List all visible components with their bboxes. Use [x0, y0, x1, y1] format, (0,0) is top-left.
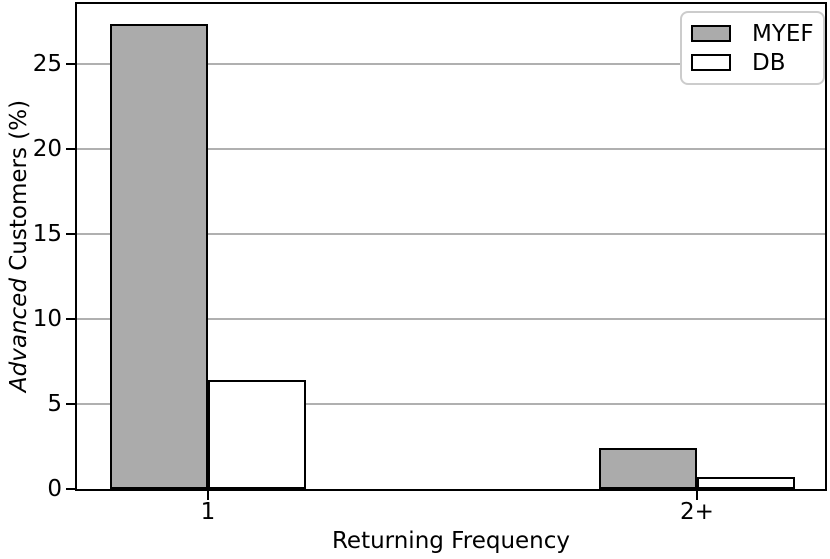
x-tick-mark-2+: [696, 491, 698, 500]
x-tick-mark-1: [207, 491, 209, 500]
y-tick-label-15: 15: [32, 220, 62, 247]
legend-label-myef: MYEF: [752, 20, 814, 47]
y-tick-label-0: 0: [47, 476, 62, 502]
legend-entry-db: DB: [691, 48, 814, 77]
x-axis-label: Returning Frequency: [331, 528, 571, 554]
y-tick-mark-25: [66, 62, 75, 65]
legend: MYEF DB: [680, 11, 825, 85]
legend-swatch-myef: [691, 25, 731, 42]
bar-db-2+: [697, 477, 795, 489]
legend-entry-myef: MYEF: [691, 19, 814, 48]
x-tick-label-1: 1: [200, 499, 216, 525]
gridline-y25: [77, 62, 825, 65]
y-axis-label-italic-part: Advanced: [6, 278, 32, 393]
gridline-y20: [77, 147, 825, 150]
gridline-y15: [77, 232, 825, 235]
y-tick-mark-15: [66, 232, 75, 235]
gridline-y10: [77, 317, 825, 320]
y-tick-label-25: 25: [32, 50, 62, 77]
y-tick-label-5: 5: [47, 390, 62, 417]
x-tick-label-2+: 2+: [680, 499, 714, 525]
y-tick-mark-10: [66, 317, 75, 320]
y-tick-mark-20: [66, 147, 75, 150]
y-axis-label-regular-part: Customers (%): [6, 99, 32, 279]
gridline-y5: [77, 402, 825, 405]
y-tick-label-10: 10: [32, 305, 62, 332]
bar-myef-2+: [599, 448, 697, 489]
bar-db-1: [208, 380, 306, 489]
bar-myef-1: [110, 24, 208, 489]
y-tick-mark-0: [66, 488, 75, 490]
legend-swatch-db: [691, 54, 731, 71]
legend-label-db: DB: [752, 49, 786, 76]
y-tick-label-20: 20: [32, 135, 62, 162]
y-tick-mark-5: [66, 402, 75, 405]
